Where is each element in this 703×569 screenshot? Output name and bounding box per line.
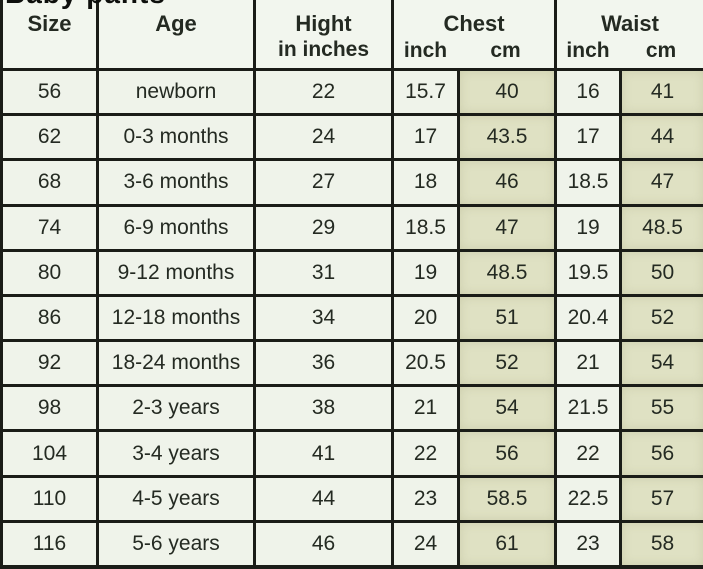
chest-cm-cell: 58.5: [460, 477, 554, 520]
size-cell: 116: [3, 522, 96, 565]
header-height-label-line2: in inches: [277, 38, 370, 61]
age-cell: 5-6 years: [99, 522, 253, 565]
header-chest-group: Chest inch cm: [394, 0, 554, 68]
age-cell: 9-12 months: [99, 251, 253, 294]
chest-inch-cell: 24: [394, 522, 457, 565]
age-cell: newborn: [99, 71, 253, 114]
height-cell: 27: [256, 161, 391, 204]
chest-inch-cell: 20.5: [394, 342, 457, 385]
chest-cm-cell: 61: [460, 522, 554, 565]
chest-inch-cell: 17: [394, 116, 457, 159]
height-cell: 46: [256, 522, 391, 565]
chest-inch-cell: 15.7: [394, 71, 457, 114]
waist-inch-cell: 21: [557, 342, 619, 385]
height-cell: 44: [256, 477, 391, 520]
chest-inch-cell: 18: [394, 161, 457, 204]
waist-inch-cell: 19.5: [557, 251, 619, 294]
waist-inch-cell: 23: [557, 522, 619, 565]
age-cell: 2-3 years: [99, 387, 253, 430]
header-age: Age: [99, 0, 253, 68]
age-cell: 3-4 years: [99, 432, 253, 475]
waist-inch-cell: 19: [557, 206, 619, 249]
waist-cm-cell: 56: [622, 432, 703, 475]
chest-cm-cell: 48.5: [460, 251, 554, 294]
size-cell: 68: [3, 161, 96, 204]
waist-cm-cell: 50: [622, 251, 703, 294]
height-cell: 24: [256, 116, 391, 159]
waist-cm-cell: 41: [622, 71, 703, 114]
age-cell: 18-24 months: [99, 342, 253, 385]
height-cell: 22: [256, 71, 391, 114]
header-waist-units: inch cm: [557, 38, 703, 64]
size-cell: 62: [3, 116, 96, 159]
chest-inch-cell: 21: [394, 387, 457, 430]
header-size: Size: [3, 0, 96, 68]
header-chest-cm-label: cm: [490, 39, 521, 62]
header-age-label: Age: [155, 11, 197, 36]
age-cell: 4-5 years: [99, 477, 253, 520]
chest-cm-cell: 54: [460, 387, 554, 430]
chest-cm-cell: 40: [460, 71, 554, 114]
waist-inch-cell: 20.4: [557, 296, 619, 340]
waist-cm-cell: 54: [622, 342, 703, 385]
age-cell: 0-3 months: [99, 116, 253, 159]
header-waist-group: Waist inch cm: [557, 0, 703, 68]
chest-inch-cell: 23: [394, 477, 457, 520]
chest-inch-cell: 19: [394, 251, 457, 294]
height-cell: 29: [256, 206, 391, 249]
height-cell: 34: [256, 296, 391, 340]
header-waist-inch-label: inch: [566, 39, 610, 62]
waist-cm-cell: 58: [622, 522, 703, 565]
size-cell: 110: [3, 477, 96, 520]
height-cell: 38: [256, 387, 391, 430]
chest-inch-cell: 20: [394, 296, 457, 340]
age-cell: 6-9 months: [99, 206, 253, 249]
size-cell: 104: [3, 432, 96, 475]
header-chest-inch-label: inch: [403, 39, 448, 62]
waist-cm-cell: 44: [622, 116, 703, 159]
waist-inch-cell: 21.5: [557, 387, 619, 430]
waist-cm-cell: 52: [622, 296, 703, 340]
waist-cm-cell: 47: [622, 161, 703, 204]
chest-cm-cell: 51: [460, 296, 554, 340]
size-cell: 56: [3, 71, 96, 114]
header-height-label-line1: Hight: [295, 11, 352, 36]
waist-cm-cell: 48.5: [622, 206, 703, 249]
chest-cm-cell: 43.5: [460, 116, 554, 159]
waist-cm-cell: 57: [622, 477, 703, 520]
waist-inch-cell: 17: [557, 116, 619, 159]
header-height: Hight in inches: [256, 0, 391, 68]
waist-inch-cell: 16: [557, 71, 619, 114]
chest-cm-cell: 52: [460, 342, 554, 385]
waist-inch-cell: 22: [557, 432, 619, 475]
age-cell: 3-6 months: [99, 161, 253, 204]
height-cell: 31: [256, 251, 391, 294]
height-cell: 41: [256, 432, 391, 475]
header-size-label: Size: [27, 11, 72, 36]
chest-cm-cell: 47: [460, 206, 554, 249]
age-cell: 12-18 months: [99, 296, 253, 340]
chest-cm-cell: 56: [460, 432, 554, 475]
header-waist-label: Waist: [601, 11, 659, 36]
size-cell: 86: [3, 296, 96, 340]
size-cell: 98: [3, 387, 96, 430]
header-chest-units: inch cm: [394, 38, 554, 64]
height-cell: 36: [256, 342, 391, 385]
chest-inch-cell: 22: [394, 432, 457, 475]
chest-inch-cell: 18.5: [394, 206, 457, 249]
header-chest-label: Chest: [443, 11, 505, 36]
size-cell: 92: [3, 342, 96, 385]
waist-inch-cell: 18.5: [557, 161, 619, 204]
header-waist-cm-label: cm: [645, 39, 677, 62]
chest-cm-cell: 46: [460, 161, 554, 204]
size-cell: 80: [3, 251, 96, 294]
waist-cm-cell: 55: [622, 387, 703, 430]
waist-inch-cell: 22.5: [557, 477, 619, 520]
size-cell: 74: [3, 206, 96, 249]
